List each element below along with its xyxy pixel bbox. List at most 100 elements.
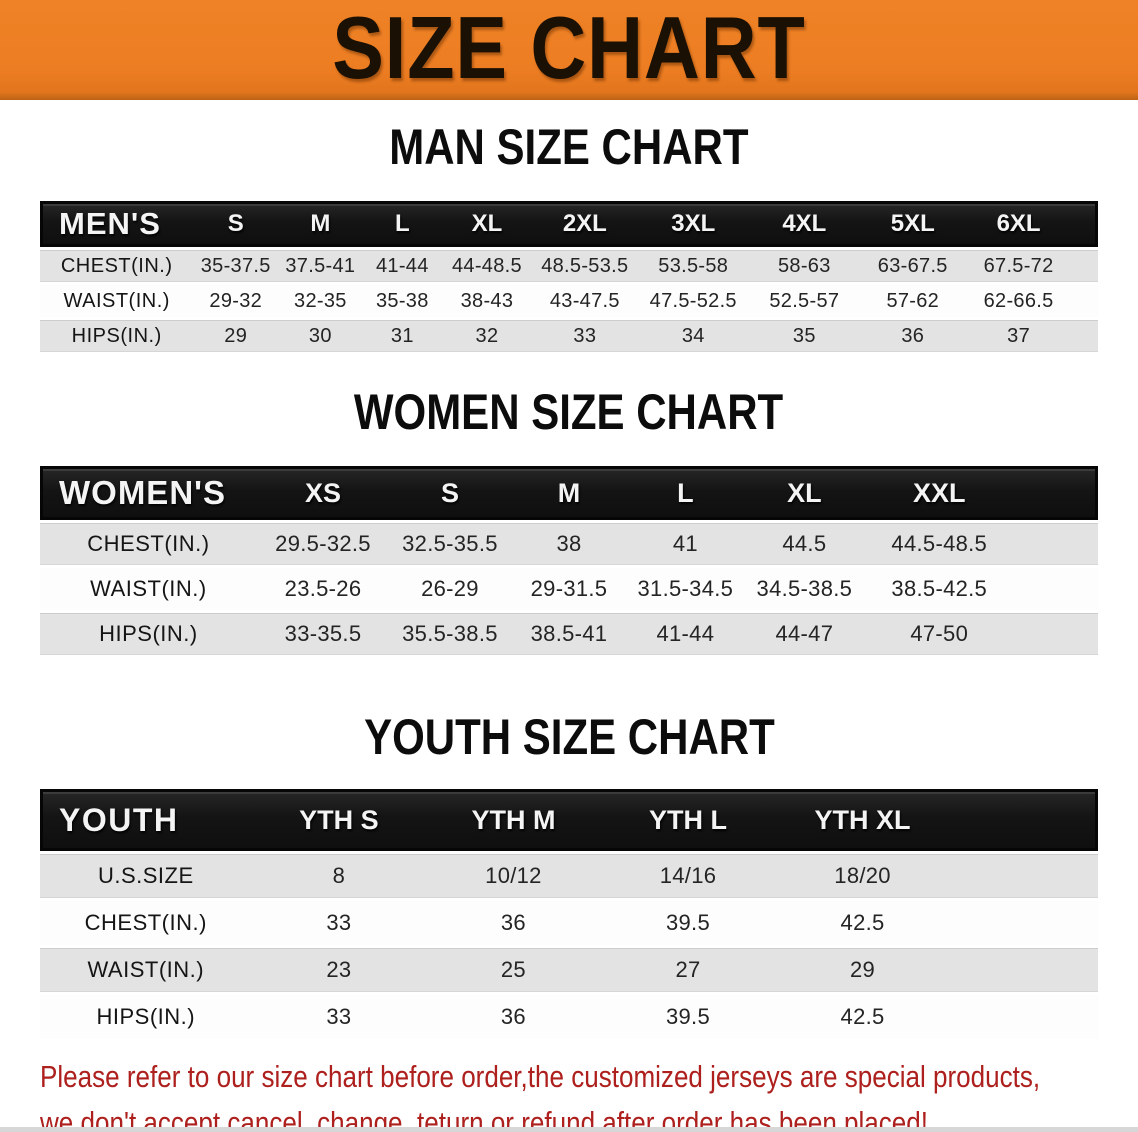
table-cell: 43-47.5 — [531, 285, 638, 317]
table-cell: 41-44 — [362, 250, 442, 282]
spacer-cell — [949, 901, 1098, 945]
table-cell: 29.5-32.5 — [256, 523, 390, 565]
table-cell: 36 — [426, 901, 601, 945]
women-group-label: WOMEN'S — [40, 466, 257, 520]
column-header: YTH XL — [775, 789, 950, 851]
spacer-cell — [1013, 466, 1098, 520]
disclaimer-line-1: Please refer to our size chart before or… — [40, 1059, 1041, 1094]
row-label: U.S.SIZE — [40, 854, 252, 898]
table-cell: 31 — [362, 320, 442, 352]
column-header: M — [510, 466, 628, 520]
table-cell: 8 — [251, 854, 427, 898]
table-cell: 41 — [627, 523, 744, 565]
column-header: L — [627, 466, 744, 520]
row-label: WAIST(IN.) — [40, 948, 252, 992]
row-label: WAIST(IN.) — [40, 568, 257, 610]
table-cell: 14/16 — [600, 854, 776, 898]
table-cell: 35.5-38.5 — [389, 613, 511, 655]
column-header: S — [193, 201, 279, 247]
table-cell: 44.5 — [743, 523, 866, 565]
spacer-cell — [1071, 285, 1098, 317]
table-cell: 47-50 — [865, 613, 1014, 655]
table-cell: 53.5-58 — [637, 250, 749, 282]
youth-section-heading: YOUTH SIZE CHART — [0, 712, 1138, 762]
table-cell: 26-29 — [389, 568, 511, 610]
column-header: S — [389, 466, 511, 520]
table-cell: 29 — [775, 948, 950, 992]
row-label: CHEST(IN.) — [40, 523, 257, 565]
row-label: HIPS(IN.) — [40, 995, 252, 1039]
table-cell: 35-38 — [362, 285, 442, 317]
spacer-cell — [1071, 320, 1098, 352]
size-chart-banner: SIZE CHART — [0, 0, 1138, 100]
women-size-table: WOMEN'S XS S M L XL XXL CHEST(IN.) 29.5-… — [40, 463, 1098, 658]
table-cell: 44-48.5 — [442, 250, 532, 282]
spacer-cell — [949, 948, 1098, 992]
table-row: WAIST(IN.) 23 25 27 29 — [40, 948, 1098, 992]
table-cell: 39.5 — [600, 901, 776, 945]
women-heading-text: WOMEN SIZE CHART — [354, 384, 784, 440]
table-cell: 57-62 — [859, 285, 966, 317]
column-header: M — [278, 201, 363, 247]
table-cell: 36 — [426, 995, 601, 1039]
table-cell: 32 — [442, 320, 532, 352]
men-size-table: MEN'S S M L XL 2XL 3XL 4XL 5XL 6XL CHEST… — [40, 198, 1098, 355]
table-cell: 62-66.5 — [965, 285, 1072, 317]
table-cell: 41-44 — [627, 613, 744, 655]
column-header: YTH M — [426, 789, 601, 851]
table-row: U.S.SIZE 8 10/12 14/16 18/20 — [40, 854, 1098, 898]
row-label: WAIST(IN.) — [40, 285, 194, 317]
table-row: HIPS(IN.) 33-35.5 35.5-38.5 38.5-41 41-4… — [40, 613, 1098, 655]
disclaimer-text: Please refer to our size chart before or… — [40, 1054, 1138, 1132]
table-row: CHEST(IN.) 33 36 39.5 42.5 — [40, 901, 1098, 945]
table-cell: 35 — [748, 320, 860, 352]
table-cell: 39.5 — [600, 995, 776, 1039]
table-cell: 47.5-52.5 — [637, 285, 749, 317]
column-header: XL — [743, 466, 866, 520]
youth-group-label: YOUTH — [40, 789, 252, 851]
table-cell: 23.5-26 — [256, 568, 390, 610]
column-header: 3XL — [637, 201, 749, 247]
table-cell: 38.5-42.5 — [865, 568, 1014, 610]
table-cell: 23 — [251, 948, 427, 992]
table-row: WAIST(IN.) 29-32 32-35 35-38 38-43 43-47… — [40, 285, 1098, 317]
table-cell: 29-31.5 — [510, 568, 628, 610]
table-cell: 34 — [637, 320, 749, 352]
table-cell: 31.5-34.5 — [627, 568, 744, 610]
youth-heading-text: YOUTH SIZE CHART — [363, 709, 775, 765]
table-cell: 52.5-57 — [748, 285, 860, 317]
table-cell: 33-35.5 — [256, 613, 390, 655]
table-cell: 33 — [531, 320, 638, 352]
table-cell: 48.5-53.5 — [531, 250, 638, 282]
table-row: WAIST(IN.) 23.5-26 26-29 29-31.5 31.5-34… — [40, 568, 1098, 610]
men-group-label: MEN'S — [40, 201, 194, 247]
men-header-row: MEN'S S M L XL 2XL 3XL 4XL 5XL 6XL — [40, 201, 1098, 247]
column-header: YTH L — [600, 789, 776, 851]
table-cell: 34.5-38.5 — [743, 568, 866, 610]
table-row: HIPS(IN.) 29 30 31 32 33 34 35 36 37 — [40, 320, 1098, 352]
row-label: HIPS(IN.) — [40, 613, 257, 655]
youth-size-table: YOUTH YTH S YTH M YTH L YTH XL U.S.SIZE … — [40, 786, 1098, 1042]
banner-title: SIZE CHART — [332, 0, 806, 97]
spacer-cell — [949, 995, 1098, 1039]
table-cell: 27 — [600, 948, 776, 992]
table-cell: 58-63 — [748, 250, 860, 282]
table-row: CHEST(IN.) 35-37.5 37.5-41 41-44 44-48.5… — [40, 250, 1098, 282]
table-cell: 42.5 — [775, 901, 950, 945]
spacer-cell — [1013, 613, 1098, 655]
table-cell: 42.5 — [775, 995, 950, 1039]
table-cell: 29 — [193, 320, 279, 352]
table-cell: 38-43 — [442, 285, 532, 317]
table-cell: 29-32 — [193, 285, 279, 317]
column-header: YTH S — [251, 789, 427, 851]
table-cell: 25 — [426, 948, 601, 992]
table-cell: 38 — [510, 523, 628, 565]
spacer-cell — [1013, 523, 1098, 565]
table-cell: 30 — [278, 320, 363, 352]
table-cell: 38.5-41 — [510, 613, 628, 655]
spacer-cell — [949, 854, 1098, 898]
column-header: 5XL — [859, 201, 966, 247]
youth-header-row: YOUTH YTH S YTH M YTH L YTH XL — [40, 789, 1098, 851]
column-header: 2XL — [531, 201, 638, 247]
column-header: XL — [442, 201, 532, 247]
